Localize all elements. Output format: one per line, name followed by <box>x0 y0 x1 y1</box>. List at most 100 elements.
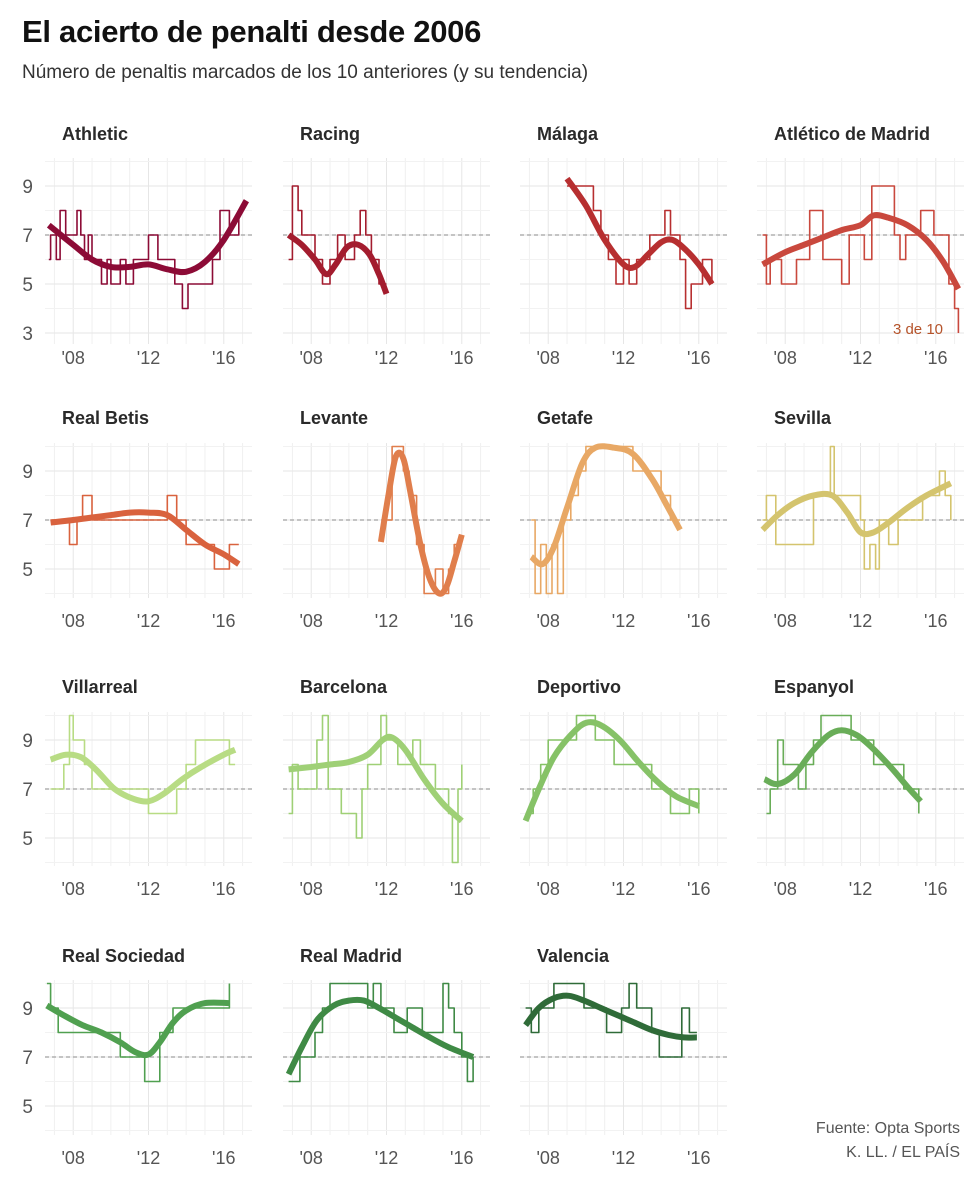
x-tick-label: '12 <box>137 611 160 631</box>
series-raw-villarreal <box>50 714 236 815</box>
x-tick-label: '08 <box>299 348 322 368</box>
x-tick-label: '08 <box>299 879 322 899</box>
series-trend-racing <box>286 232 390 295</box>
y-tick-label: 5 <box>22 829 33 850</box>
x-tick-label: '16 <box>212 1148 235 1168</box>
y-tick-label: 3 <box>22 324 33 345</box>
panel-barcelona: Barcelona '08 '12 '16 <box>283 677 490 899</box>
series-trend-real-madrid <box>285 996 475 1076</box>
x-tick-label: '16 <box>450 611 473 631</box>
series-trend-real-betis <box>50 509 241 567</box>
x-tick-label: '08 <box>536 611 559 631</box>
panel-title-sevilla: Sevilla <box>774 408 832 428</box>
x-tick-label: '12 <box>137 879 160 899</box>
x-tick-label: '12 <box>612 879 635 899</box>
x-tick-label: '08 <box>536 879 559 899</box>
x-tick-label: '16 <box>924 348 947 368</box>
series-raw-barcelona <box>288 714 463 864</box>
y-tick-label: 9 <box>22 999 33 1020</box>
y-tick-label: 7 <box>22 226 33 247</box>
series-trend-levante <box>377 449 465 597</box>
x-tick-label: '16 <box>924 611 947 631</box>
x-tick-label: '12 <box>375 348 398 368</box>
panel-title-athletic: Athletic <box>62 124 128 144</box>
annotation-label: 3 de 10 <box>893 321 943 338</box>
x-tick-label: '12 <box>849 879 872 899</box>
panel-getafe: Getafe '08 '12 '16 <box>520 408 727 631</box>
series-trend-athletic <box>46 199 249 276</box>
x-tick-label: '16 <box>687 1148 710 1168</box>
x-tick-label: '08 <box>61 611 84 631</box>
x-tick-label: '08 <box>61 348 84 368</box>
panel-title-real-betis: Real Betis <box>62 408 149 428</box>
series-raw-malaga <box>567 185 713 310</box>
x-tick-label: '12 <box>375 611 398 631</box>
series-trend-espanyol <box>763 727 923 804</box>
series-trend-sevilla <box>760 480 953 538</box>
x-tick-label: '16 <box>450 348 473 368</box>
y-tick-label: 9 <box>22 177 33 198</box>
panel-levante: Levante '08 '12 '16 <box>283 408 490 631</box>
x-tick-label: '08 <box>773 348 796 368</box>
x-tick-label: '16 <box>687 348 710 368</box>
x-tick-label: '12 <box>137 1148 160 1168</box>
x-tick-label: '12 <box>612 348 635 368</box>
panel-athletic: Athletic 3 5 7 9 '08 '12 '16 <box>22 124 252 368</box>
panel-real-sociedad: Real Sociedad 5 7 9 '08 '12 '16 <box>22 946 252 1168</box>
series-trend-barcelona <box>288 733 464 824</box>
x-tick-label: '12 <box>612 1148 635 1168</box>
x-tick-label: '16 <box>687 611 710 631</box>
panel-real-betis: Real Betis 5 7 9 '08 '12 '16 <box>22 408 252 631</box>
panel-title-villarreal: Villarreal <box>62 677 138 697</box>
y-tick-label: 5 <box>22 275 33 296</box>
x-tick-label: '12 <box>137 348 160 368</box>
y-tick-label: 9 <box>22 462 33 483</box>
x-tick-label: '16 <box>212 611 235 631</box>
series-trend-malaga <box>564 176 715 286</box>
panel-valencia: Valencia '08 '12 '16 <box>520 946 727 1168</box>
x-tick-label: '12 <box>849 611 872 631</box>
chart-subtitle: Número de penaltis marcados de los 10 an… <box>22 62 589 83</box>
series-trend-atletico-de-madrid <box>761 212 962 291</box>
series-trend-villarreal <box>49 747 237 805</box>
panel-espanyol: Espanyol '08 '12 '16 <box>757 677 964 899</box>
panel-title-barcelona: Barcelona <box>300 677 388 697</box>
panel-atletico-de-madrid: Atlético de Madrid '08 '12 '16 3 de 10 <box>757 124 964 368</box>
y-tick-label: 7 <box>22 1048 33 1069</box>
panel-malaga: Málaga '08 '12 '16 <box>520 124 727 368</box>
x-tick-label: '08 <box>61 879 84 899</box>
y-tick-label: 5 <box>22 1097 33 1118</box>
credit-text: K. LL. / EL PAÍS <box>846 1144 960 1161</box>
source-text: Fuente: Opta Sports <box>815 1120 960 1137</box>
chart-title: El acierto de penalti desde 2006 <box>22 14 482 49</box>
series-trend-valencia <box>523 992 697 1041</box>
panel-villarreal: Villarreal 5 7 9 '08 '12 '16 <box>22 677 252 899</box>
panel-title-racing: Racing <box>300 124 360 144</box>
panel-deportivo: Deportivo '08 '12 '16 <box>520 677 727 899</box>
panel-racing: Racing '08 '12 '16 <box>283 124 490 368</box>
series-raw-athletic <box>48 209 240 310</box>
y-tick-label: 5 <box>22 560 33 581</box>
x-tick-label: '16 <box>212 879 235 899</box>
y-tick-label: 7 <box>22 780 33 801</box>
panel-title-deportivo: Deportivo <box>537 677 621 697</box>
y-tick-label: 9 <box>22 731 33 752</box>
x-tick-label: '08 <box>299 1148 322 1168</box>
panel-title-levante: Levante <box>300 408 368 428</box>
series-raw-racing <box>288 185 387 285</box>
panel-title-valencia: Valencia <box>537 946 610 966</box>
x-tick-label: '08 <box>773 879 796 899</box>
series-raw-espanyol <box>766 714 920 815</box>
source-credit: Fuente: Opta Sports K. LL. / EL PAÍS <box>816 1117 960 1165</box>
x-tick-label: '08 <box>536 1148 559 1168</box>
panel-title-real-madrid: Real Madrid <box>300 946 402 966</box>
panel-title-real-sociedad: Real Sociedad <box>62 946 185 966</box>
x-tick-label: '16 <box>450 879 473 899</box>
panel-title-atletico-de-madrid: Atlético de Madrid <box>774 124 930 144</box>
series-raw-atletico-de-madrid <box>762 185 960 333</box>
x-tick-label: '16 <box>450 1148 473 1168</box>
series-raw-real-madrid <box>288 982 474 1083</box>
panel-title-malaga: Málaga <box>537 124 599 144</box>
x-tick-label: '12 <box>375 1148 398 1168</box>
panel-real-madrid: Real Madrid '08 '12 '16 <box>283 946 490 1168</box>
